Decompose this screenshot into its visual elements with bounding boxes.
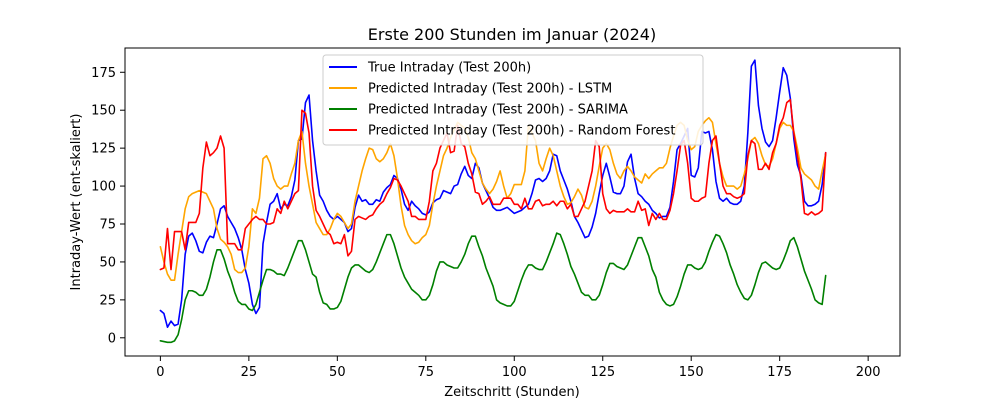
x-tick-label: 50 <box>329 365 346 380</box>
y-tick-label: 75 <box>99 218 116 233</box>
y-tick-label: 175 <box>91 66 116 81</box>
x-tick-label: 175 <box>767 365 792 380</box>
y-tick-label: 50 <box>99 255 116 270</box>
y-axis-title: Intraday-Wert (ent-skaliert) <box>69 114 84 291</box>
y-tick-label: 150 <box>91 104 116 119</box>
x-tick-label: 150 <box>679 365 704 380</box>
x-axis-title: Zeitschritt (Stunden) <box>444 385 580 400</box>
series-line-4 <box>159 98 827 271</box>
y-tick-label: 100 <box>91 180 116 195</box>
legend-label-1: True Intraday (Test 200h) <box>367 61 531 76</box>
series-line-3 <box>159 232 827 344</box>
x-tick-label: 0 <box>156 365 164 380</box>
y-tick-label: 125 <box>91 142 116 157</box>
x-tick-label: 125 <box>590 365 615 380</box>
x-tick-label: 75 <box>418 365 435 380</box>
chart-title: Erste 200 Stunden im Januar (2024) <box>368 25 656 44</box>
legend: True Intraday (Test 200h) Predicted Intra… <box>322 54 704 146</box>
legend-label-2: Predicted Intraday (Test 200h) - LSTM <box>368 82 612 97</box>
plot-frame <box>124 47 901 357</box>
x-axis: 0 25 50 75 100 125 150 175 200 <box>156 356 881 380</box>
y-tick-label: 25 <box>99 293 116 308</box>
x-tick-label: 100 <box>502 365 527 380</box>
x-tick-label: 25 <box>241 365 258 380</box>
legend-label-3: Predicted Intraday (Test 200h) - SARIMA <box>368 103 628 118</box>
legend-box <box>322 54 704 146</box>
y-axis: 0 25 50 75 100 125 150 175 <box>91 66 125 346</box>
x-tick-label: 200 <box>856 365 881 380</box>
legend-label-4: Predicted Intraday (Test 200h) - Random … <box>368 124 675 139</box>
y-tick-label: 0 <box>108 331 116 346</box>
series-line-1 <box>159 59 827 328</box>
series-layer <box>159 59 827 344</box>
